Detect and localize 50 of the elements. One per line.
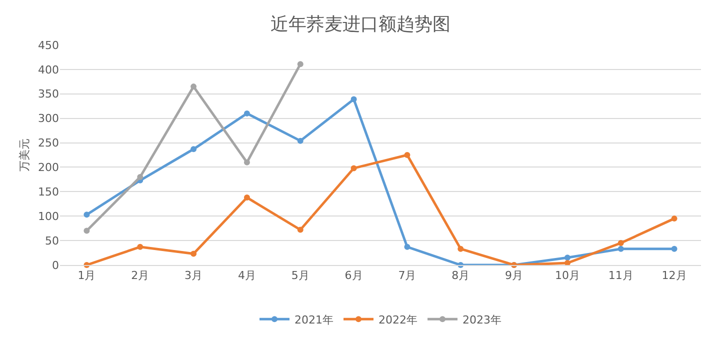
point	[297, 138, 304, 144]
point	[618, 246, 624, 252]
x-tick-label: 1月	[78, 269, 96, 282]
x-tick-label: 7月	[398, 269, 416, 282]
point	[404, 244, 410, 250]
point	[564, 254, 570, 261]
point	[137, 174, 144, 180]
y-axis-title: 万美元	[18, 138, 31, 172]
x-tick-label: 5月	[291, 269, 310, 282]
point	[297, 226, 304, 233]
point	[404, 152, 410, 158]
point	[84, 228, 90, 234]
x-tick-label: 9月	[505, 269, 524, 282]
x-tick-label: 4月	[238, 269, 256, 282]
legend-label: 2021年	[294, 313, 334, 326]
x-tick-label: 3月	[184, 269, 203, 282]
point	[350, 165, 357, 172]
point	[244, 159, 250, 166]
chart-title: 近年荞麦进口额趋势图	[270, 14, 450, 35]
y-tick-label: 150	[38, 186, 59, 199]
point	[671, 216, 678, 222]
y-tick-label: 300	[38, 112, 59, 126]
legend-label: 2023年	[462, 313, 502, 326]
x-tick-label: 8月	[452, 269, 470, 282]
x-tick-label: 11月	[608, 269, 634, 282]
point	[190, 146, 197, 152]
x-tick-label: 2月	[131, 269, 150, 282]
point	[297, 61, 304, 68]
point	[190, 250, 197, 257]
y-tick-label: 350	[38, 88, 59, 101]
y-tick-label: 50	[45, 234, 59, 248]
legend-label: 2022年	[378, 313, 418, 326]
y-tick-label: 450	[38, 38, 59, 52]
y-tick-label: 400	[38, 63, 59, 76]
y-tick-label: 0	[52, 258, 59, 272]
y-tick-label: 250	[38, 136, 59, 150]
point	[244, 194, 250, 201]
point	[244, 110, 250, 116]
x-tick-label: 10月	[554, 269, 580, 282]
x-tick-label: 12月	[662, 269, 687, 282]
point	[190, 84, 197, 90]
x-tick-label: 6月	[344, 269, 363, 282]
y-tick-label: 100	[38, 210, 59, 223]
y-tick-label: 200	[38, 161, 59, 174]
point	[350, 96, 357, 102]
point	[458, 246, 464, 252]
point	[618, 240, 624, 246]
point	[84, 212, 90, 218]
point	[137, 244, 144, 250]
point	[671, 246, 678, 252]
